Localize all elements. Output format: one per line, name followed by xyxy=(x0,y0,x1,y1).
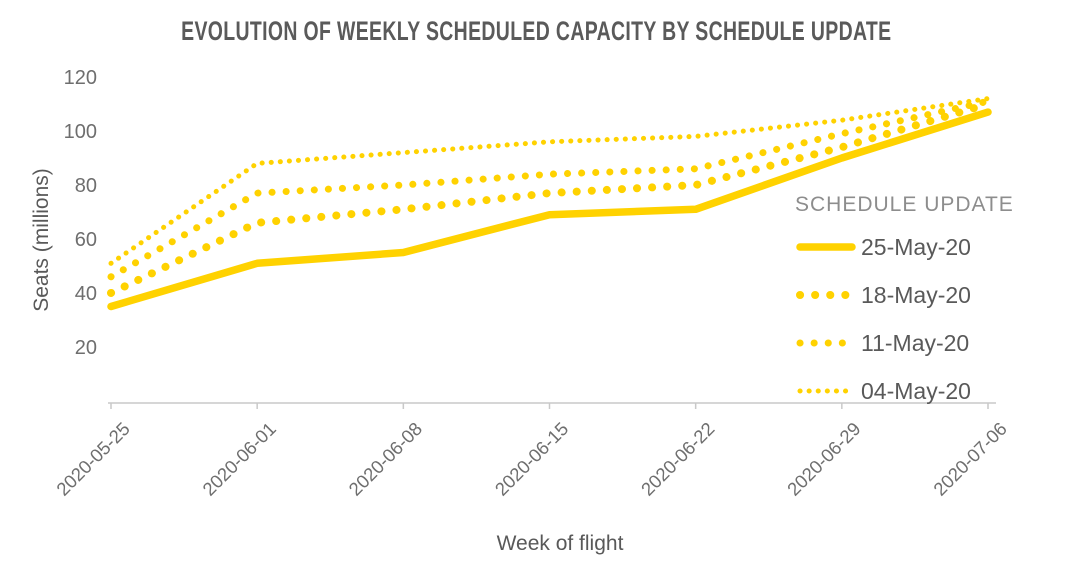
chart-title: EVOLUTION OF WEEKLY SCHEDULED CAPACITY B… xyxy=(0,16,1072,47)
legend-item-04-May-20: 04-May-20 xyxy=(795,367,1045,415)
legend-items: 25-May-20 18-May-20 11-May-20 04-May-20 xyxy=(795,223,1045,415)
x-tick-label: 2020-05-25 xyxy=(52,418,134,500)
y-axis-title: Seats (millions) xyxy=(30,168,53,312)
y-tick-label: 100 xyxy=(64,121,97,143)
y-tick-label: 60 xyxy=(75,229,97,251)
x-tick-label: 2020-06-22 xyxy=(637,418,719,500)
solid-line-swatch-icon xyxy=(796,243,856,251)
legend-item-25-May-20: 25-May-20 xyxy=(795,223,1045,271)
legend-label: 11-May-20 xyxy=(861,329,970,356)
y-tick-label: 120 xyxy=(64,67,97,89)
x-tick-label: 2020-06-01 xyxy=(198,418,280,500)
dotted-line-swatch-icon xyxy=(797,388,855,394)
y-tick-label: 40 xyxy=(75,283,97,305)
legend-label: 04-May-20 xyxy=(861,377,971,404)
chart-title-text: EVOLUTION OF WEEKLY SCHEDULED CAPACITY B… xyxy=(180,16,892,46)
series-line-18-May-20 xyxy=(107,100,992,297)
legend-item-18-May-20: 18-May-20 xyxy=(795,271,1045,319)
series-line-25-May-20 xyxy=(107,108,992,311)
x-tick-label: 2020-06-29 xyxy=(783,418,865,500)
x-tick-label: 2020-07-06 xyxy=(929,418,1011,500)
x-tick-label: 2020-06-15 xyxy=(491,418,573,500)
dotted-line-swatch-icon xyxy=(796,291,856,299)
y-tick-label: 80 xyxy=(75,175,97,197)
series-line-11-May-20 xyxy=(107,97,992,281)
dotted-line-swatch-icon xyxy=(796,339,856,347)
legend-title: SCHEDULE UPDATE xyxy=(795,193,1014,216)
y-tick-label: 20 xyxy=(75,337,97,359)
x-tick-label: 2020-06-08 xyxy=(344,418,426,500)
series-line-04-May-20 xyxy=(108,96,991,266)
x-axis-title: Week of flight xyxy=(496,532,624,555)
legend-label: 18-May-20 xyxy=(861,281,971,308)
legend-item-11-May-20: 11-May-20 xyxy=(795,319,1045,367)
legend-label: 25-May-20 xyxy=(861,233,971,260)
legend: SCHEDULE UPDATE 25-May-20 18-May-20 11-May… xyxy=(795,193,1045,415)
